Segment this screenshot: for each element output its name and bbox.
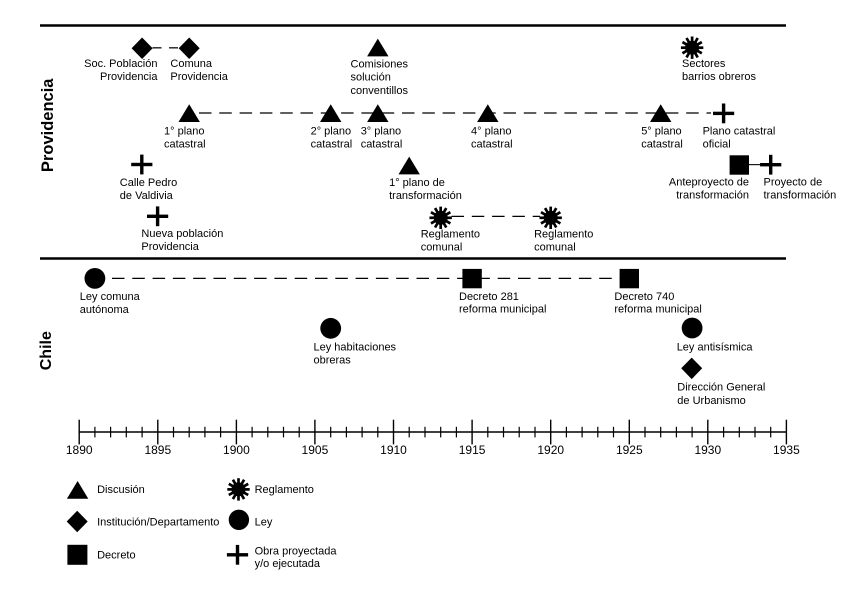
svg-text:Sectores: Sectores (682, 58, 726, 70)
svg-text:Soc. Población: Soc. Población (84, 58, 157, 70)
svg-text:Decreto: Decreto (97, 549, 136, 561)
svg-text:de Urbanismo: de Urbanismo (677, 395, 745, 407)
svg-text:reforma municipal: reforma municipal (459, 304, 546, 316)
svg-text:1935: 1935 (773, 443, 800, 457)
svg-text:catastral: catastral (471, 138, 513, 150)
svg-text:1890: 1890 (66, 443, 93, 457)
svg-text:Comuna: Comuna (170, 58, 212, 70)
svg-text:Ley comuna: Ley comuna (80, 291, 141, 303)
svg-text:comunal: comunal (421, 242, 463, 254)
svg-text:1930: 1930 (694, 443, 721, 457)
svg-text:catastral: catastral (164, 138, 206, 150)
svg-text:1905: 1905 (302, 443, 329, 457)
svg-text:1900: 1900 (223, 443, 250, 457)
svg-text:Providencia: Providencia (141, 241, 199, 253)
svg-text:Reglamento: Reglamento (255, 484, 314, 496)
svg-text:3° plano: 3° plano (361, 126, 402, 138)
svg-text:autónoma: autónoma (80, 304, 130, 316)
svg-text:Dirección General: Dirección General (677, 382, 765, 394)
svg-text:1895: 1895 (144, 443, 171, 457)
svg-text:Decreto 281: Decreto 281 (459, 291, 519, 303)
svg-text:Ley: Ley (255, 516, 273, 528)
svg-text:Decreto 740: Decreto 740 (614, 291, 674, 303)
svg-text:1925: 1925 (616, 443, 643, 457)
svg-text:Reglamento: Reglamento (421, 229, 480, 241)
svg-text:y/o ejecutada: y/o ejecutada (255, 558, 321, 570)
svg-text:Comisiones: Comisiones (351, 58, 409, 70)
svg-text:Discusión: Discusión (97, 484, 145, 496)
svg-text:Calle Pedro: Calle Pedro (120, 177, 177, 189)
svg-text:Plano catastral: Plano catastral (703, 126, 776, 138)
svg-text:1915: 1915 (459, 443, 486, 457)
svg-text:Institución/Departamento: Institución/Departamento (97, 516, 219, 528)
svg-text:1° plano: 1° plano (164, 126, 205, 138)
svg-text:reforma municipal: reforma municipal (614, 304, 701, 316)
svg-text:catastral: catastral (361, 138, 403, 150)
svg-text:conventillos: conventillos (351, 85, 409, 97)
svg-text:1920: 1920 (537, 443, 564, 457)
svg-text:Anteproyecto de: Anteproyecto de (669, 176, 749, 188)
svg-text:4° plano: 4° plano (471, 126, 512, 138)
svg-text:comunal: comunal (534, 242, 576, 254)
svg-text:barrios obreros: barrios obreros (682, 71, 756, 83)
svg-text:Proyecto de: Proyecto de (764, 176, 823, 188)
svg-text:5° plano: 5° plano (641, 126, 682, 138)
svg-text:Providencia: Providencia (170, 71, 228, 83)
svg-text:transformación: transformación (764, 189, 837, 201)
svg-text:Providencia: Providencia (39, 78, 57, 172)
svg-text:Ley habitaciones: Ley habitaciones (314, 341, 397, 353)
svg-text:transformación: transformación (676, 189, 749, 201)
svg-text:catastral: catastral (311, 138, 353, 150)
svg-text:1910: 1910 (380, 443, 407, 457)
svg-text:2° plano: 2° plano (311, 126, 352, 138)
svg-text:Nueva población: Nueva población (141, 228, 223, 240)
svg-text:oficial: oficial (703, 138, 731, 150)
svg-text:Obra proyectada: Obra proyectada (255, 546, 338, 558)
svg-text:catastral: catastral (641, 138, 683, 150)
svg-text:transformación: transformación (389, 190, 462, 202)
svg-text:Reglamento: Reglamento (534, 229, 593, 241)
svg-text:Ley antisísmica: Ley antisísmica (677, 342, 754, 354)
svg-text:Chile: Chile (38, 331, 55, 370)
svg-text:de Valdivia: de Valdivia (120, 190, 174, 202)
svg-text:obreras: obreras (314, 354, 352, 366)
svg-text:Providencia: Providencia (100, 71, 158, 83)
svg-text:1° plano de: 1° plano de (389, 177, 445, 189)
svg-text:solución: solución (351, 71, 391, 83)
